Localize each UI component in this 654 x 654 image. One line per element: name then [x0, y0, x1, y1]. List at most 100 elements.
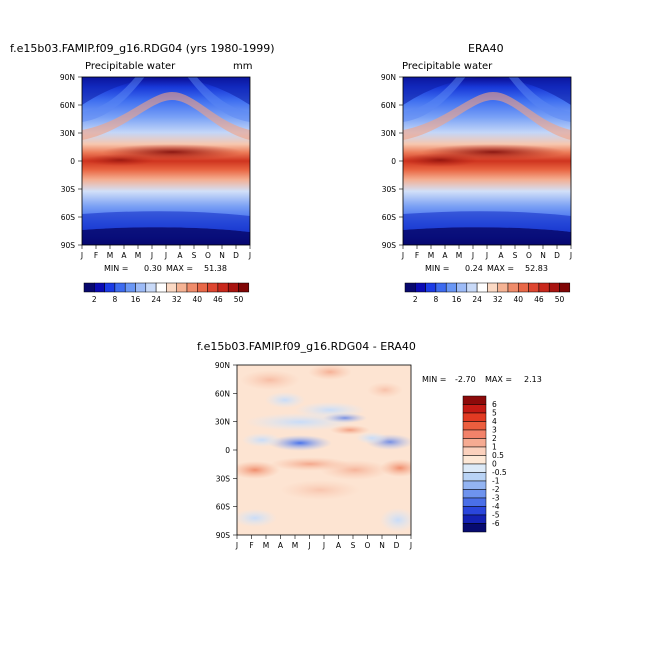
x-tick-label: A [121, 251, 127, 260]
min-value: 0.24 [465, 264, 483, 273]
panel-1-field [82, 77, 250, 245]
x-tick-label: D [394, 541, 400, 550]
x-tick-label: S [351, 541, 356, 550]
x-tick-label: J [235, 541, 238, 550]
colorbar-swatch [528, 282, 540, 293]
colorbar-swatch [462, 429, 487, 439]
y-tick-label: 90S [382, 241, 397, 250]
x-tick-label: A [442, 251, 448, 260]
y-tick-label: 60S [61, 213, 76, 222]
colorbar-label: 2 [413, 295, 418, 304]
colorbar-swatch [518, 282, 529, 293]
colorbar-swatch [124, 282, 136, 293]
x-tick-label: D [554, 251, 560, 260]
colorbar-swatch [145, 282, 157, 293]
colorbar-swatch [425, 282, 437, 293]
x-tick-label: J [401, 251, 404, 260]
colorbar-swatch [227, 282, 239, 293]
colorbar-swatch [462, 523, 487, 533]
colorbar-label: 46 [534, 295, 544, 304]
x-tick-label: F [94, 251, 98, 260]
colorbar-label: 0 [492, 460, 497, 469]
colorbar-panel-2: 2 8 16 24 32 40 46 50 [404, 282, 571, 304]
min-value: 0.30 [144, 264, 162, 273]
panel-1-minmax: MIN = 0.30 MAX = 51.38 [104, 264, 227, 273]
y-tick-label: 30N [215, 418, 230, 427]
min-value: -2.70 [455, 375, 476, 384]
colorbar-swatch [114, 282, 126, 293]
panel-3-minmax: MIN = -2.70 MAX = 2.13 [422, 375, 542, 384]
colorbar-swatch [462, 480, 487, 490]
y-tick-label: 60N [215, 389, 230, 398]
y-tick-label: 30N [60, 129, 75, 138]
colorbar-label: 0.5 [492, 451, 504, 460]
colorbar-label: -4 [492, 502, 500, 511]
y-tick-label: 30S [382, 185, 397, 194]
panel-1-units: mm [233, 61, 252, 72]
y-tick-label: 90N [215, 361, 230, 370]
panel-1-subtitle: Precipitable water [85, 61, 176, 72]
y-tick-label: 60S [382, 213, 397, 222]
colorbar-swatch [404, 282, 416, 293]
colorbar-panel-1: 2 8 16 24 32 40 46 50 [83, 282, 250, 304]
colorbars: 2 8 16 24 32 40 46 50 2 8 16 24 32 40 46 506543210.50-0… [83, 282, 571, 533]
colorbar-swatch [462, 514, 487, 524]
x-tick-label: M [428, 251, 434, 260]
y-tick-label: 90N [60, 73, 75, 82]
colorbar-swatch [83, 282, 95, 293]
x-tick-label: J [569, 251, 572, 260]
y-tick-label: 30N [381, 129, 396, 138]
x-tick-label: S [192, 251, 197, 260]
colorbar-swatch [135, 282, 147, 293]
x-tick-label: N [219, 251, 225, 260]
colorbar-swatch [462, 463, 487, 473]
x-tick-label: O [526, 251, 532, 260]
x-tick-label: M [456, 251, 462, 260]
x-tick-label: J [150, 251, 153, 260]
panel-2-field [403, 77, 571, 245]
colorbar-swatch [415, 282, 426, 293]
x-tick-label: J [248, 251, 251, 260]
x-tick-label: M [135, 251, 141, 260]
colorbar-swatch [462, 404, 487, 414]
colorbar-swatch [466, 282, 478, 293]
colorbar-label: 2 [92, 295, 97, 304]
colorbar-label: -6 [492, 519, 500, 528]
colorbar-swatch [548, 282, 560, 293]
x-tick-label: N [540, 251, 546, 260]
panel-2-minmax: MIN = 0.24 MAX = 52.83 [425, 264, 548, 273]
colorbar-swatch [507, 282, 519, 293]
x-tick-label: M [292, 541, 298, 550]
max-value: 51.38 [204, 264, 227, 273]
colorbar-swatch [462, 455, 487, 465]
y-tick-label: 90S [216, 531, 231, 540]
colorbar-swatch [462, 472, 487, 482]
colorbar-swatch [462, 446, 487, 456]
panel-2-subtitle: Precipitable water [402, 61, 493, 72]
colorbar-swatch [238, 282, 250, 293]
colorbar-label: 50 [555, 295, 565, 304]
colorbar-swatch [462, 421, 487, 431]
y-tick-label: 30S [61, 185, 76, 194]
x-tick-label: J [471, 251, 474, 260]
colorbar-swatch [462, 489, 487, 499]
colorbar-label: 3 [492, 426, 497, 435]
colorbar-swatch [186, 282, 198, 293]
x-tick-label: D [233, 251, 239, 260]
colorbar-swatch [445, 282, 457, 293]
colorbar-swatch [462, 438, 487, 448]
x-tick-label: J [307, 541, 310, 550]
colorbar-label: -0.5 [492, 468, 507, 477]
colorbar-label: 4 [492, 417, 497, 426]
y-tick-label: 30S [216, 474, 231, 483]
colorbar-swatch [176, 282, 188, 293]
colorbar-label: 32 [172, 295, 182, 304]
colorbar-swatch [538, 282, 550, 293]
x-tick-label: J [80, 251, 83, 260]
y-tick-label: 60S [216, 503, 231, 512]
colorbar-label: 24 [472, 295, 482, 304]
colorbar-swatch [435, 282, 447, 293]
